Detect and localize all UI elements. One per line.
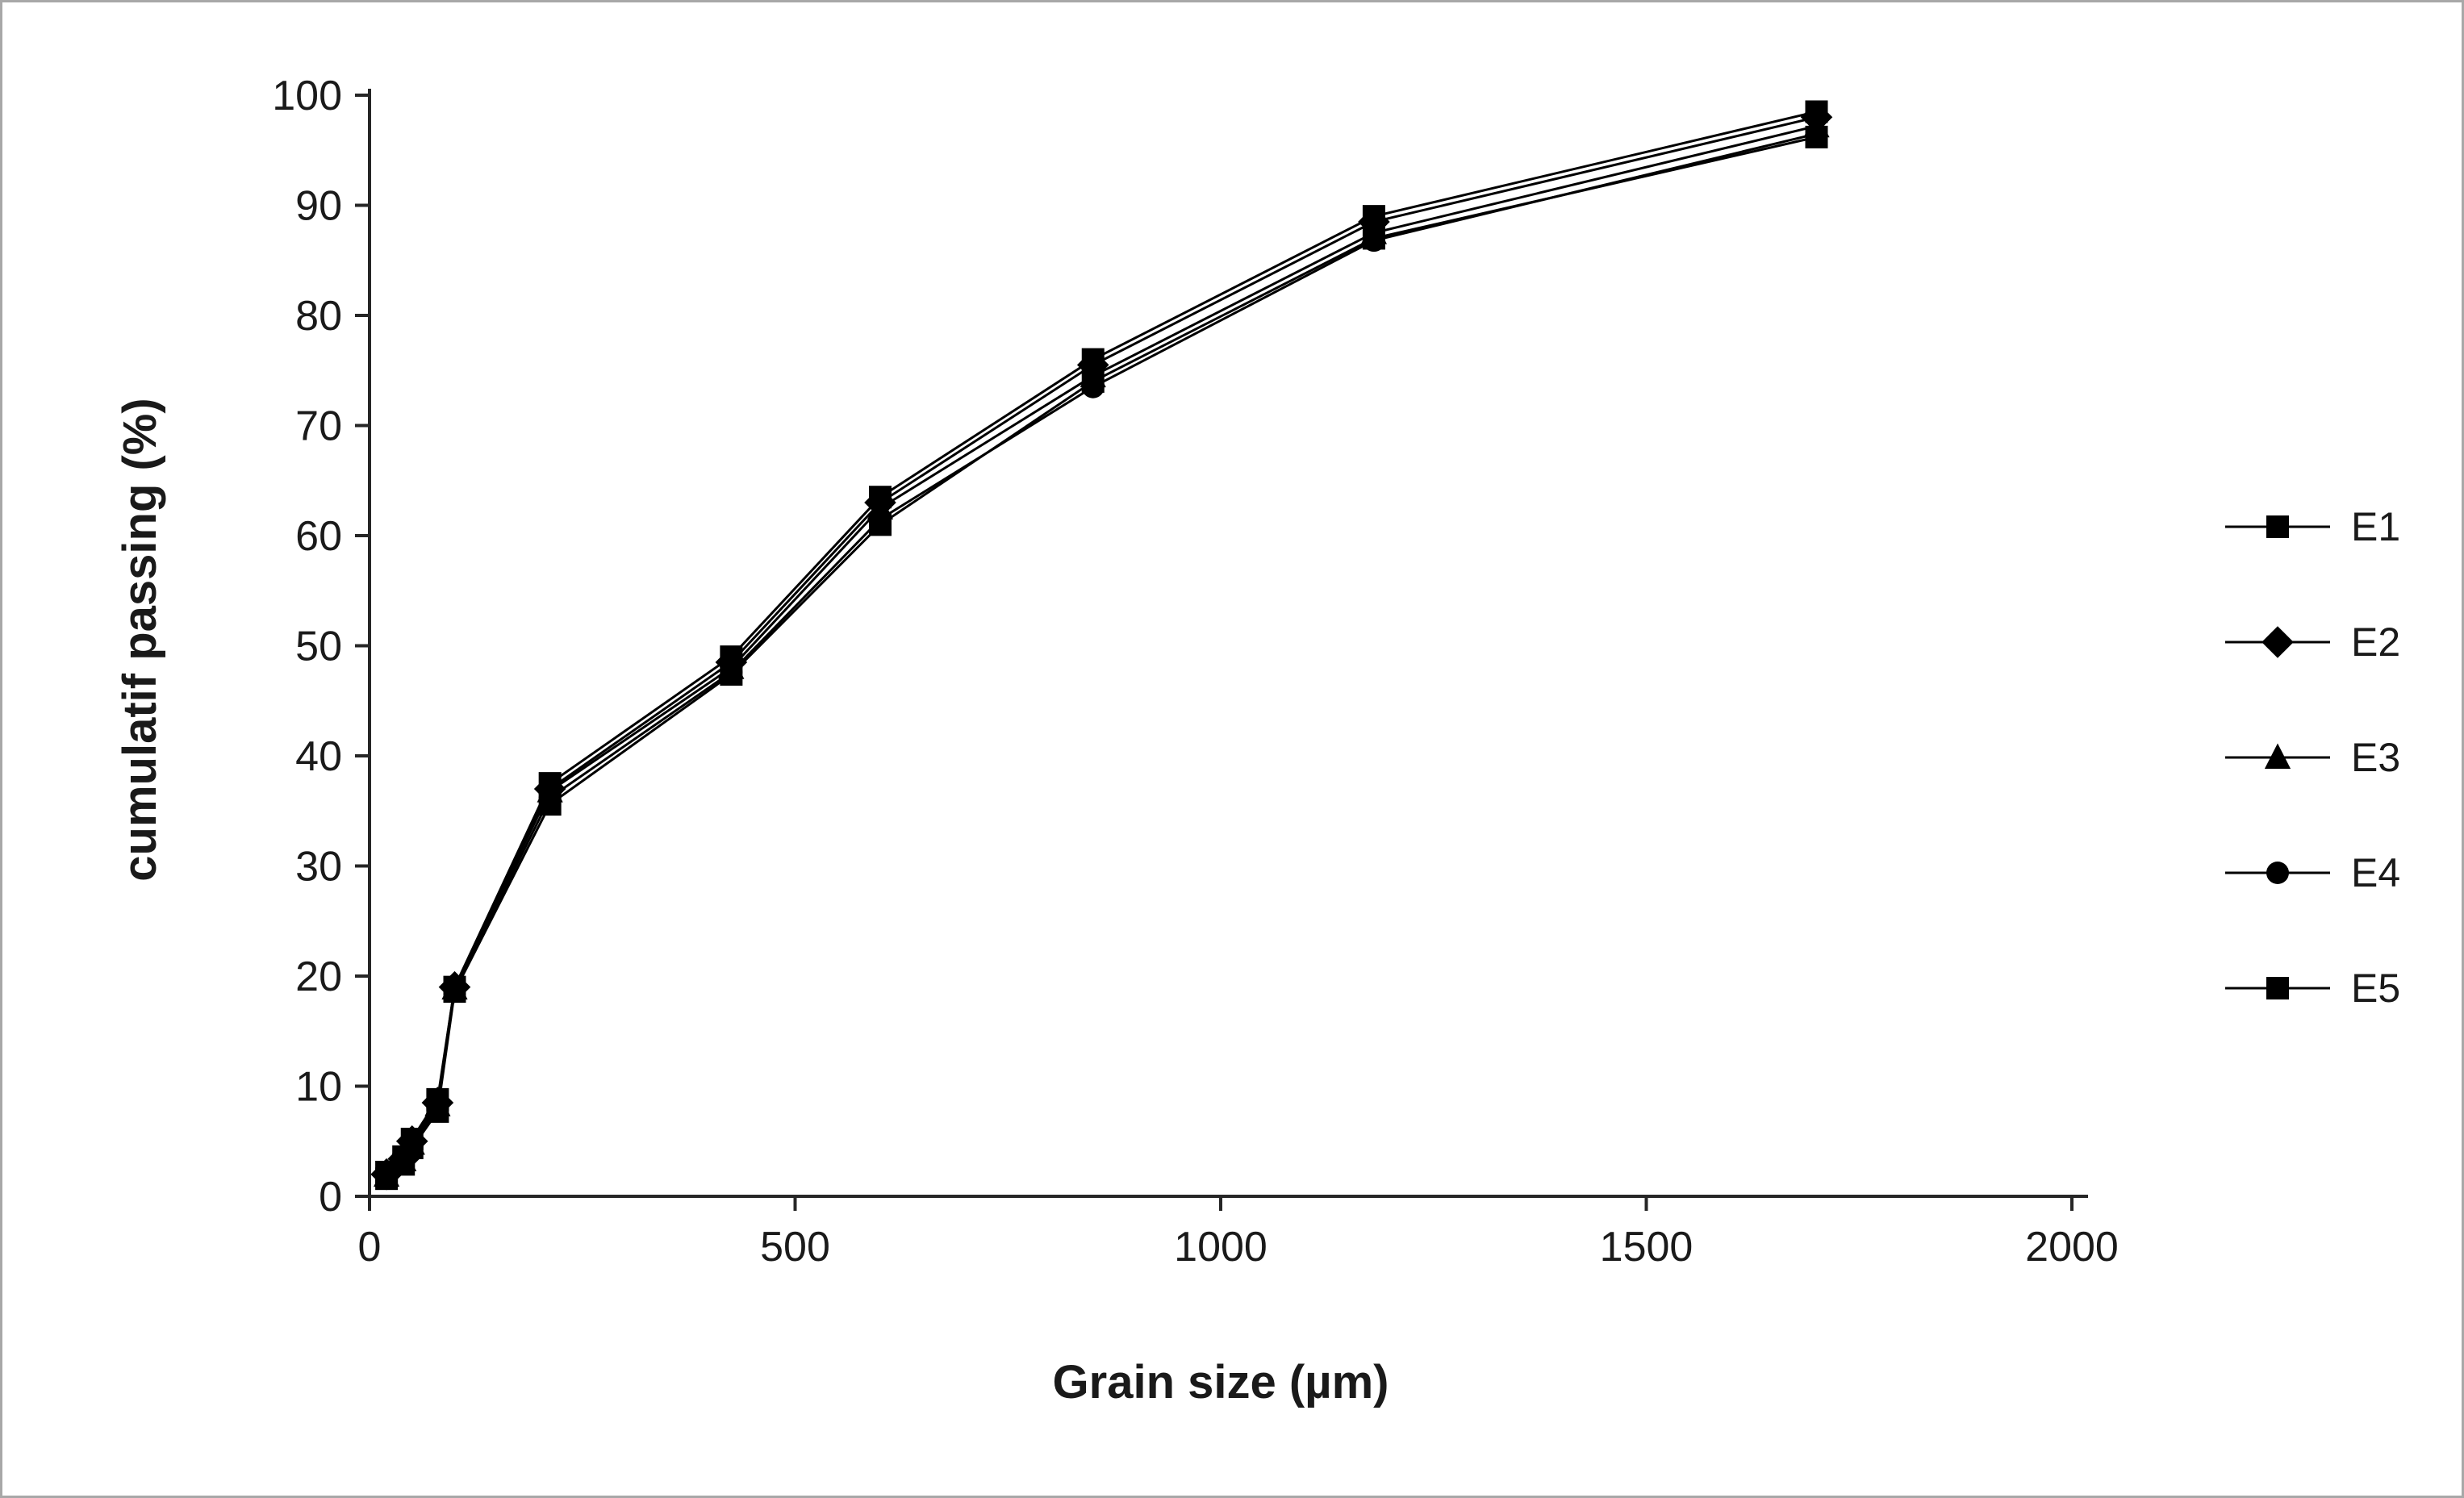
y-tick-label: 90	[295, 183, 342, 230]
square-marker-icon	[1805, 125, 1828, 148]
square-marker-icon	[1362, 227, 1385, 250]
square-marker-icon	[400, 1136, 424, 1159]
square-marker-icon	[1081, 369, 1105, 393]
series-line	[386, 111, 1817, 1174]
legend-item-E4: E4	[2225, 850, 2400, 895]
y-tick-label: 70	[295, 403, 342, 450]
series-line	[386, 115, 1817, 1175]
square-marker-icon	[720, 662, 743, 686]
diamond-marker-icon	[2261, 626, 2294, 658]
legend: E1 E2 E3 E4 E5	[2225, 504, 2400, 1011]
y-tick-label: 80	[295, 293, 342, 340]
y-tick-label: 100	[272, 73, 342, 119]
legend-label: E1	[2351, 504, 2400, 549]
y-tick-label: 50	[295, 624, 342, 670]
y-tick-label: 0	[319, 1174, 342, 1221]
y-tick-label: 40	[295, 733, 342, 780]
legend-label: E4	[2351, 850, 2400, 895]
series-E5	[375, 125, 1828, 1191]
x-tick-label: 0	[358, 1224, 382, 1271]
x-tick-label: 1000	[1174, 1224, 1267, 1271]
y-tick-label: 10	[295, 1064, 342, 1111]
legend-label: E2	[2351, 620, 2400, 665]
y-axis-title: cumulatif passing (%)	[114, 398, 166, 881]
circle-marker-icon	[2266, 862, 2289, 884]
legend-item-E3: E3	[2225, 735, 2400, 780]
square-marker-icon	[538, 793, 562, 816]
x-axis-title: Grain size (µm)	[1053, 1356, 1389, 1408]
series-line	[386, 124, 1817, 1177]
series-line	[386, 136, 1817, 1180]
legend-item-E1: E1	[2225, 504, 2400, 549]
x-tick-label: 2000	[2025, 1224, 2119, 1271]
x-tick-label: 1500	[1600, 1224, 1693, 1271]
square-marker-icon	[2266, 977, 2289, 999]
square-marker-icon	[426, 1100, 449, 1123]
legend-label: E5	[2351, 966, 2400, 1011]
triangle-marker-icon	[2264, 743, 2291, 769]
series-line	[386, 132, 1817, 1178]
legend-item-E2: E2	[2225, 620, 2400, 665]
x-tick-label: 500	[760, 1224, 830, 1271]
series-E1	[375, 100, 1828, 1183]
legend-item-E5: E5	[2225, 966, 2400, 1011]
y-tick-label: 60	[295, 513, 342, 560]
square-marker-icon	[2266, 515, 2289, 538]
square-marker-icon	[443, 980, 466, 1004]
legend-label: E3	[2351, 735, 2400, 780]
square-marker-icon	[869, 513, 892, 536]
series-E2	[370, 101, 1833, 1191]
series-E4	[375, 122, 1828, 1188]
y-tick-label: 20	[295, 953, 342, 1000]
series-E3	[374, 111, 1830, 1187]
y-tick-label: 30	[295, 844, 342, 891]
